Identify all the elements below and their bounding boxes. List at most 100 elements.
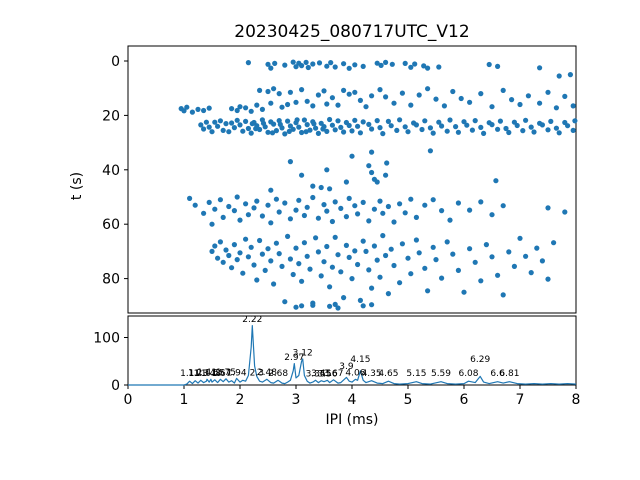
peak-annotation: 2.3 <box>250 368 264 378</box>
scatter-point <box>374 118 380 124</box>
scatter-point <box>397 201 403 207</box>
scatter-point <box>377 87 383 93</box>
scatter-point <box>215 255 221 261</box>
scatter-point <box>523 253 529 259</box>
scatter-point <box>383 252 389 259</box>
scatter-point <box>369 93 375 99</box>
peak-annotation: 4.35 <box>362 369 382 379</box>
scatter-point <box>467 99 473 105</box>
scatter-point <box>383 59 389 65</box>
peak-annotation: 3.35 <box>306 369 326 379</box>
scatter-point <box>189 109 195 115</box>
scatter-point <box>352 62 358 68</box>
scatter-point <box>422 202 428 208</box>
scatter-point <box>271 281 277 287</box>
peak-annotation: 5.59 <box>431 369 451 379</box>
scatter-point <box>290 59 296 65</box>
scatter-point <box>548 118 554 124</box>
scatter-point <box>503 125 509 132</box>
scatter-point <box>237 250 243 256</box>
scatter-point <box>321 202 327 208</box>
scatter-point <box>349 128 355 134</box>
scatter-point <box>461 289 467 295</box>
scatter-point <box>243 118 249 124</box>
scatter-point <box>301 240 307 246</box>
scatter-point <box>531 129 537 135</box>
scatter-point <box>369 126 375 132</box>
scatter-point <box>436 64 442 70</box>
scatter-point <box>478 124 484 130</box>
scatter-point <box>343 214 349 220</box>
scatter-point <box>332 301 338 307</box>
scatter-point <box>229 265 235 271</box>
scatter-point <box>268 220 274 226</box>
scatter-point <box>385 291 391 297</box>
scatter-point <box>495 63 501 69</box>
scatter-point <box>380 210 386 216</box>
scatter-point <box>305 64 311 71</box>
scatter-point <box>478 91 484 97</box>
scatter-point <box>220 259 226 265</box>
scatter-point <box>425 86 431 92</box>
scatter-point <box>377 198 383 204</box>
scatter-point <box>237 122 243 128</box>
scatter-point <box>234 257 240 263</box>
scatter-point <box>269 130 276 136</box>
y-tick-label: 0 <box>111 378 120 394</box>
scatter-point <box>500 203 506 209</box>
scatter-point <box>310 183 316 189</box>
scatter-point <box>377 125 383 131</box>
scatter-point <box>539 122 546 128</box>
scatter-point <box>293 245 299 251</box>
scatter-point <box>439 208 445 214</box>
scatter-point <box>413 214 419 220</box>
scatter-point <box>514 122 520 129</box>
scatter-point <box>307 266 313 272</box>
peak-annotation: 1.55 <box>205 368 225 378</box>
scatter-point <box>413 122 419 128</box>
scatter-point <box>301 212 307 219</box>
peak-annotation: 1.48 <box>201 369 221 379</box>
scatter-point <box>262 267 268 273</box>
scatter-point <box>335 305 341 311</box>
scatter-point <box>539 258 546 264</box>
scatter-point <box>338 269 344 275</box>
scatter-point <box>279 263 285 269</box>
scatter-point <box>427 148 433 154</box>
scatter-point <box>553 125 560 131</box>
scatter-point <box>371 206 377 212</box>
scatter-point <box>481 130 487 136</box>
scatter-point <box>265 61 271 67</box>
scatter-point <box>405 129 411 135</box>
scatter-point <box>234 107 240 114</box>
scatter-point <box>562 209 568 215</box>
scatter-point <box>327 284 333 290</box>
scatter-point <box>257 87 263 93</box>
scatter-point <box>343 242 349 248</box>
scatter-point <box>293 99 299 105</box>
scatter-axes-frame <box>127 45 577 314</box>
scatter-point <box>265 246 271 252</box>
scatter-point <box>450 88 456 95</box>
scatter-point <box>360 199 366 205</box>
scatter-point <box>389 61 395 67</box>
scatter-point <box>374 179 380 185</box>
scatter-point <box>229 120 235 126</box>
scatter-point <box>223 121 229 127</box>
scatter-point <box>299 172 305 178</box>
scatter-point <box>360 119 366 125</box>
scatter-point <box>366 121 372 127</box>
scatter-point <box>455 129 461 135</box>
scatter-point <box>556 130 562 136</box>
scatter-point <box>324 128 330 134</box>
scatter-point <box>296 261 302 267</box>
x-tick-label: 2 <box>236 392 245 408</box>
scatter-point <box>315 215 321 221</box>
scatter-point <box>209 221 215 227</box>
scatter-point <box>369 169 375 176</box>
scatter-point <box>363 248 369 254</box>
scatter-point <box>290 271 296 278</box>
scatter-point <box>489 212 495 218</box>
scatter-point <box>363 104 369 110</box>
